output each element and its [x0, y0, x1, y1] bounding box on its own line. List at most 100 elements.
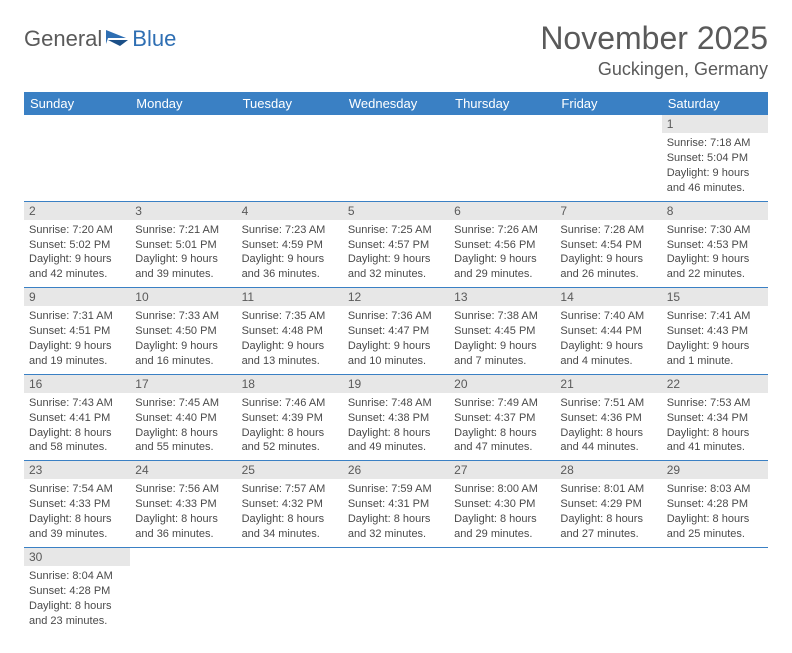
day-cell: 23 Sunrise: 7:54 AMSunset: 4:33 PMDayligh… — [24, 461, 130, 547]
day-cell: 1 Sunrise: 7:18 AMSunset: 5:04 PMDaylight… — [662, 115, 768, 201]
day-cell: 17 Sunrise: 7:45 AMSunset: 4:40 PMDayligh… — [130, 375, 236, 461]
day-details: Sunrise: 8:04 AMSunset: 4:28 PMDaylight:… — [29, 569, 125, 628]
day-number: 17 — [130, 375, 236, 393]
day-details: Sunrise: 8:00 AMSunset: 4:30 PMDaylight:… — [454, 482, 550, 541]
location: Guckingen, Germany — [540, 59, 768, 80]
day-cell: 7Sunrise: 7:28 AMSunset: 4:54 PMDaylight… — [555, 202, 661, 288]
title-block: November 2025 Guckingen, Germany — [540, 20, 768, 80]
day-details: Sunrise: 7:25 AMSunset: 4:57 PMDaylight:… — [348, 223, 444, 282]
day-cell: 28 Sunrise: 8:01 AMSunset: 4:29 PMDayligh… — [555, 461, 661, 547]
day-cell-empty — [449, 115, 555, 201]
flag-icon — [106, 28, 130, 51]
day-cell-empty — [449, 548, 555, 634]
day-details: Sunrise: 7:43 AMSunset: 4:41 PMDaylight:… — [29, 396, 125, 455]
day-cell: 27 Sunrise: 8:00 AMSunset: 4:30 PMDayligh… — [449, 461, 555, 547]
day-number: 28 — [555, 461, 661, 479]
day-details: Sunrise: 7:40 AMSunset: 4:44 PMDaylight:… — [560, 309, 656, 368]
day-cell: 26Sunrise: 7:59 AMSunset: 4:31 PMDayligh… — [343, 461, 449, 547]
day-cell-empty — [662, 548, 768, 634]
day-cell: 15 Sunrise: 7:41 AMSunset: 4:43 PMDayligh… — [662, 288, 768, 374]
day-cell: 19Sunrise: 7:48 AMSunset: 4:38 PMDayligh… — [343, 375, 449, 461]
day-number: 2 — [24, 202, 130, 220]
day-number: 11 — [237, 288, 343, 306]
day-cell: 9Sunrise: 7:31 AMSunset: 4:51 PMDaylight… — [24, 288, 130, 374]
day-number: 22 — [662, 375, 768, 393]
day-cell: 30 Sunrise: 8:04 AMSunset: 4:28 PMDayligh… — [24, 548, 130, 634]
day-cell-empty — [237, 115, 343, 201]
day-details: Sunrise: 8:03 AMSunset: 4:28 PMDaylight:… — [667, 482, 763, 541]
day-details: Sunrise: 7:26 AMSunset: 4:56 PMDaylight:… — [454, 223, 550, 282]
day-cell-empty — [130, 548, 236, 634]
day-details: Sunrise: 7:45 AMSunset: 4:40 PMDaylight:… — [135, 396, 231, 455]
day-number: 29 — [662, 461, 768, 479]
day-cell-empty — [343, 548, 449, 634]
day-cell: 4 Sunrise: 7:23 AMSunset: 4:59 PMDaylight… — [237, 202, 343, 288]
day-cell: 20Sunrise: 7:49 AMSunset: 4:37 PMDayligh… — [449, 375, 555, 461]
day-cell-empty — [555, 548, 661, 634]
day-number: 19 — [343, 375, 449, 393]
day-details: Sunrise: 7:20 AMSunset: 5:02 PMDaylight:… — [29, 223, 125, 282]
day-details: Sunrise: 7:41 AMSunset: 4:43 PMDaylight:… — [667, 309, 763, 368]
day-cell: 25Sunrise: 7:57 AMSunset: 4:32 PMDayligh… — [237, 461, 343, 547]
day-details: Sunrise: 7:56 AMSunset: 4:33 PMDaylight:… — [135, 482, 231, 541]
day-cell: 13Sunrise: 7:38 AMSunset: 4:45 PMDayligh… — [449, 288, 555, 374]
day-details: Sunrise: 7:57 AMSunset: 4:32 PMDaylight:… — [242, 482, 338, 541]
day-number: 26 — [343, 461, 449, 479]
logo: General Blue — [24, 26, 176, 52]
day-number: 5 — [343, 202, 449, 220]
day-cell-empty — [343, 115, 449, 201]
weekday-tuesday: Tuesday — [237, 92, 343, 115]
day-number: 12 — [343, 288, 449, 306]
weekday-row: SundayMondayTuesdayWednesdayThursdayFrid… — [24, 92, 768, 115]
day-cell-empty — [237, 548, 343, 634]
day-details: Sunrise: 7:36 AMSunset: 4:47 PMDaylight:… — [348, 309, 444, 368]
day-details: Sunrise: 7:33 AMSunset: 4:50 PMDaylight:… — [135, 309, 231, 368]
day-cell: 29 Sunrise: 8:03 AMSunset: 4:28 PMDayligh… — [662, 461, 768, 547]
day-cell: 3 Sunrise: 7:21 AMSunset: 5:01 PMDaylight… — [130, 202, 236, 288]
weekday-wednesday: Wednesday — [343, 92, 449, 115]
day-number: 16 — [24, 375, 130, 393]
month-title: November 2025 — [540, 20, 768, 57]
day-number: 3 — [130, 202, 236, 220]
day-cell: 11 Sunrise: 7:35 AMSunset: 4:48 PMDayligh… — [237, 288, 343, 374]
day-cell-empty — [24, 115, 130, 201]
day-details: Sunrise: 7:31 AMSunset: 4:51 PMDaylight:… — [29, 309, 125, 368]
day-number: 20 — [449, 375, 555, 393]
day-number: 27 — [449, 461, 555, 479]
day-cell: 10 Sunrise: 7:33 AMSunset: 4:50 PMDayligh… — [130, 288, 236, 374]
day-details: Sunrise: 8:01 AMSunset: 4:29 PMDaylight:… — [560, 482, 656, 541]
week-row: 23 Sunrise: 7:54 AMSunset: 4:33 PMDayligh… — [24, 461, 768, 548]
day-number: 23 — [24, 461, 130, 479]
page: General Blue November 2025 Guckingen, Ge… — [0, 0, 792, 653]
day-details: Sunrise: 7:30 AMSunset: 4:53 PMDaylight:… — [667, 223, 763, 282]
day-details: Sunrise: 7:21 AMSunset: 5:01 PMDaylight:… — [135, 223, 231, 282]
day-cell-empty — [130, 115, 236, 201]
day-number: 24 — [130, 461, 236, 479]
day-number: 21 — [555, 375, 661, 393]
day-cell: 2 Sunrise: 7:20 AMSunset: 5:02 PMDaylight… — [24, 202, 130, 288]
day-details: Sunrise: 7:18 AMSunset: 5:04 PMDaylight:… — [667, 136, 763, 195]
day-cell: 12 Sunrise: 7:36 AMSunset: 4:47 PMDayligh… — [343, 288, 449, 374]
day-details: Sunrise: 7:51 AMSunset: 4:36 PMDaylight:… — [560, 396, 656, 455]
day-cell: 16 Sunrise: 7:43 AMSunset: 4:41 PMDayligh… — [24, 375, 130, 461]
day-number: 15 — [662, 288, 768, 306]
day-details: Sunrise: 7:35 AMSunset: 4:48 PMDaylight:… — [242, 309, 338, 368]
day-number: 1 — [662, 115, 768, 133]
day-cell: 22Sunrise: 7:53 AMSunset: 4:34 PMDayligh… — [662, 375, 768, 461]
day-details: Sunrise: 7:28 AMSunset: 4:54 PMDaylight:… — [560, 223, 656, 282]
week-row: 9Sunrise: 7:31 AMSunset: 4:51 PMDaylight… — [24, 288, 768, 375]
day-number: 30 — [24, 548, 130, 566]
weeks-container: 1 Sunrise: 7:18 AMSunset: 5:04 PMDaylight… — [24, 115, 768, 633]
calendar: SundayMondayTuesdayWednesdayThursdayFrid… — [24, 92, 768, 633]
day-cell: 14 Sunrise: 7:40 AMSunset: 4:44 PMDayligh… — [555, 288, 661, 374]
day-number: 10 — [130, 288, 236, 306]
day-details: Sunrise: 7:23 AMSunset: 4:59 PMDaylight:… — [242, 223, 338, 282]
week-row: 16 Sunrise: 7:43 AMSunset: 4:41 PMDayligh… — [24, 375, 768, 462]
day-number: 14 — [555, 288, 661, 306]
week-row: 2 Sunrise: 7:20 AMSunset: 5:02 PMDaylight… — [24, 202, 768, 289]
day-details: Sunrise: 7:54 AMSunset: 4:33 PMDaylight:… — [29, 482, 125, 541]
day-cell: 8Sunrise: 7:30 AMSunset: 4:53 PMDaylight… — [662, 202, 768, 288]
weekday-monday: Monday — [130, 92, 236, 115]
day-number: 4 — [237, 202, 343, 220]
day-cell: 5 Sunrise: 7:25 AMSunset: 4:57 PMDaylight… — [343, 202, 449, 288]
